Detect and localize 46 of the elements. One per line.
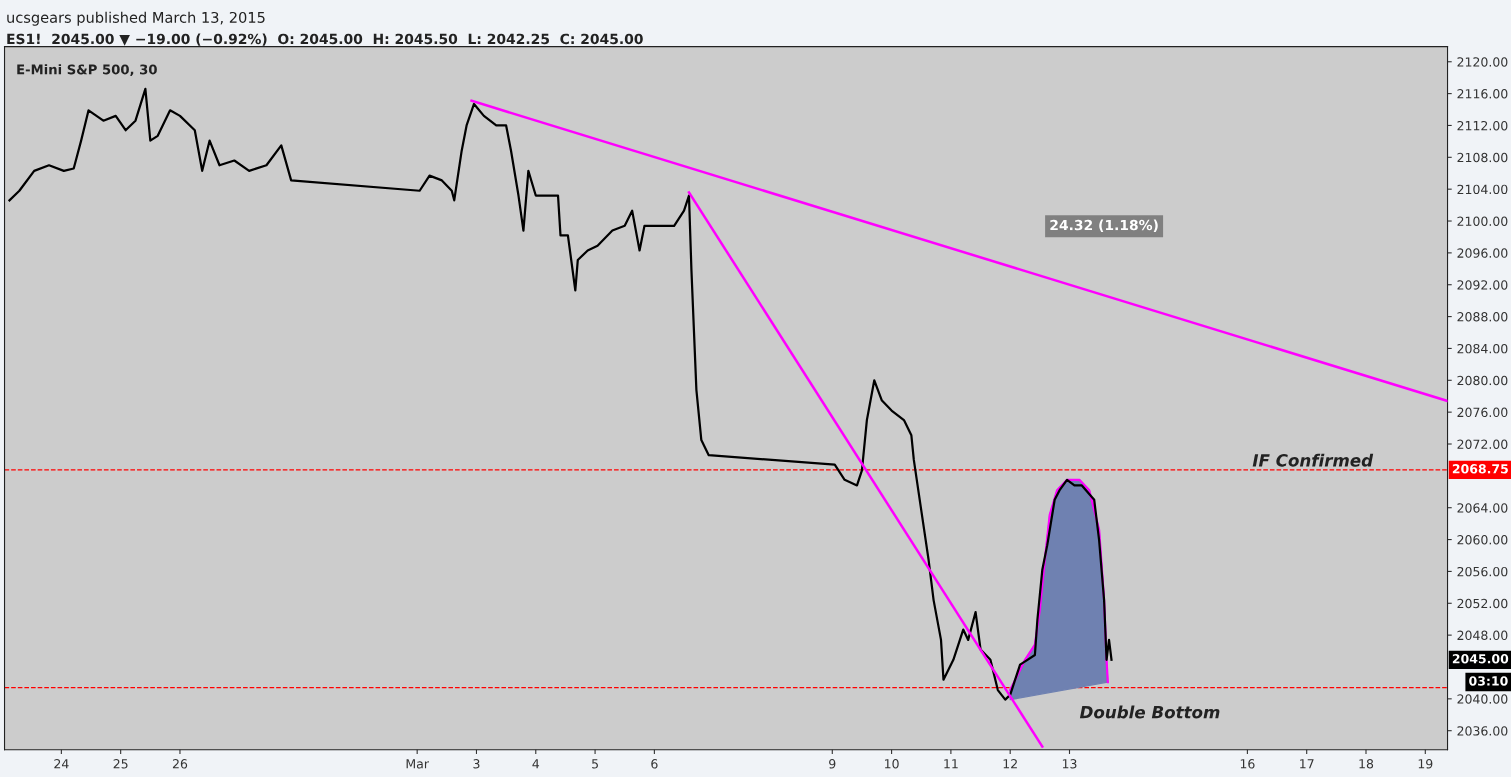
text: ucsgears published March 13, 2015 <box>7 11 265 26</box>
y-tick-label: 2120.00 <box>1457 57 1508 67</box>
y-tick-label: 2108.00 <box>1457 152 1508 163</box>
y-tick-label: 2064.00 <box>1457 503 1508 513</box>
text: ES1! 2045.00 ▼ −19.00 (−0.92%) O: 2045.00 H: 2045.50 L: 2042.25 C: 2045.00 <box>7 33 643 46</box>
annotation: Double Bottom <box>1079 705 1220 719</box>
y-tick-label: 2104.00 <box>1457 184 1508 195</box>
x-tick-label: 9 <box>829 759 836 769</box>
x-tick-label: 6 <box>651 759 658 769</box>
x-tick-label: 25 <box>113 759 128 769</box>
y-tick-label: 2072.00 <box>1457 439 1508 449</box>
y-tick-label: 2100.00 <box>1457 216 1508 226</box>
y-tick-label: 2096.00 <box>1457 248 1508 258</box>
y-tick-label: 2040.00 <box>1457 694 1508 704</box>
text: 2045.00 <box>1452 653 1509 664</box>
y-tick-label: 2092.00 <box>1457 280 1508 290</box>
x-tick-label: 13 <box>1062 759 1077 769</box>
y-tick-label: 2056.00 <box>1457 566 1508 577</box>
text: E-Mini S&P 500, 30 <box>17 64 157 77</box>
x-tick-label: 10 <box>885 759 899 769</box>
x-tick-label: 24 <box>54 759 69 769</box>
annotation: IF Confirmed <box>1252 453 1374 467</box>
x-tick-label: 11 <box>944 759 958 769</box>
x-tick-label: 17 <box>1300 759 1314 769</box>
x-tick-label: 16 <box>1240 759 1255 769</box>
y-tick-label: 2052.00 <box>1457 598 1508 609</box>
x-tick-label: 5 <box>592 759 598 769</box>
y-tick-label: 2116.00 <box>1457 89 1508 99</box>
x-tick-label: 3 <box>473 759 480 769</box>
x-tick-label: Mar <box>406 759 429 769</box>
y-tick-label: 2084.00 <box>1457 343 1508 354</box>
ref-line-label: 2068.75 <box>1452 464 1508 474</box>
y-tick-label: 2048.00 <box>1457 630 1508 641</box>
x-tick-label: 4 <box>532 759 540 769</box>
x-tick-label: 18 <box>1359 759 1374 769</box>
x-tick-label: 26 <box>172 759 188 769</box>
x-tick-label: 19 <box>1418 759 1433 769</box>
text: 03:10 <box>1469 676 1508 686</box>
y-tick-label: 2112.00 <box>1457 120 1508 131</box>
y-tick-label: 2088.00 <box>1457 312 1508 322</box>
annotation: 24.32 (1.18%) <box>1050 219 1158 232</box>
y-tick-label: 2060.00 <box>1457 535 1508 545</box>
y-tick-label: 2080.00 <box>1457 375 1508 386</box>
y-tick-label: 2036.00 <box>1457 726 1508 736</box>
x-tick-label: 12 <box>1003 759 1017 769</box>
y-tick-label: 2076.00 <box>1457 407 1508 418</box>
